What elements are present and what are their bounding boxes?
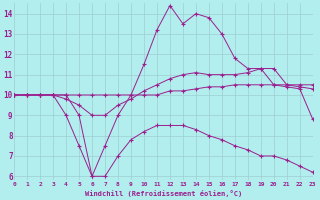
X-axis label: Windchill (Refroidissement éolien,°C): Windchill (Refroidissement éolien,°C) xyxy=(85,190,242,197)
